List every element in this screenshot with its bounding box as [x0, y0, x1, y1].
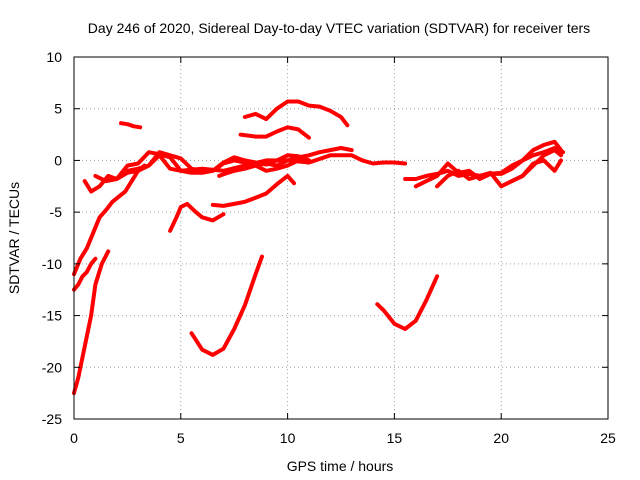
x-tick-label: 15 [387, 430, 403, 446]
x-axis-title: GPS time / hours [287, 458, 394, 474]
chart-title: Day 246 of 2020, Sidereal Day-to-day VTE… [88, 20, 590, 36]
series-group [72, 99, 566, 396]
y-tick-label: 10 [46, 49, 62, 65]
series-line-arc-18 [509, 158, 563, 184]
x-tick-label: 20 [493, 430, 509, 446]
x-tick-label: 25 [600, 430, 616, 446]
x-tick-label: 10 [280, 430, 296, 446]
series-line-arc-1 [72, 163, 147, 277]
y-tick-label: -10 [42, 256, 62, 272]
grid [74, 57, 608, 419]
series-line-arc-8 [168, 201, 226, 233]
y-tick-label: -20 [42, 359, 62, 375]
plot-frame [73, 56, 609, 420]
series-line-arc-7 [125, 150, 311, 173]
series-line-arc-9 [210, 173, 296, 208]
y-tick-label: 5 [54, 101, 62, 117]
x-tick-label: 5 [177, 430, 185, 446]
y-tick-label: -5 [50, 204, 63, 220]
y-tick-label: -15 [42, 308, 62, 324]
series-line-arc-14 [375, 274, 440, 331]
series-line-arc-6 [119, 121, 143, 130]
series-line-arc-16 [413, 139, 563, 189]
series-line-arc-17 [435, 148, 563, 189]
y-axis-title: SDTVAR / TECUs [6, 182, 22, 294]
axis-ticks: 0 5 10 15 20 25 -25 -20 -15 -10 -5 0 5 10 [42, 49, 616, 446]
series-line-arc-2 [72, 256, 98, 292]
series-line-arc-10 [217, 158, 311, 178]
series-line-arc-11 [238, 125, 311, 140]
y-tick-label: 0 [54, 152, 62, 168]
series-line-arc-3 [72, 249, 111, 396]
y-tick-label: -25 [42, 411, 62, 427]
series-line-arc-13 [189, 254, 264, 357]
series-line-arc-12 [242, 99, 350, 128]
x-tick-label: 0 [70, 430, 78, 446]
